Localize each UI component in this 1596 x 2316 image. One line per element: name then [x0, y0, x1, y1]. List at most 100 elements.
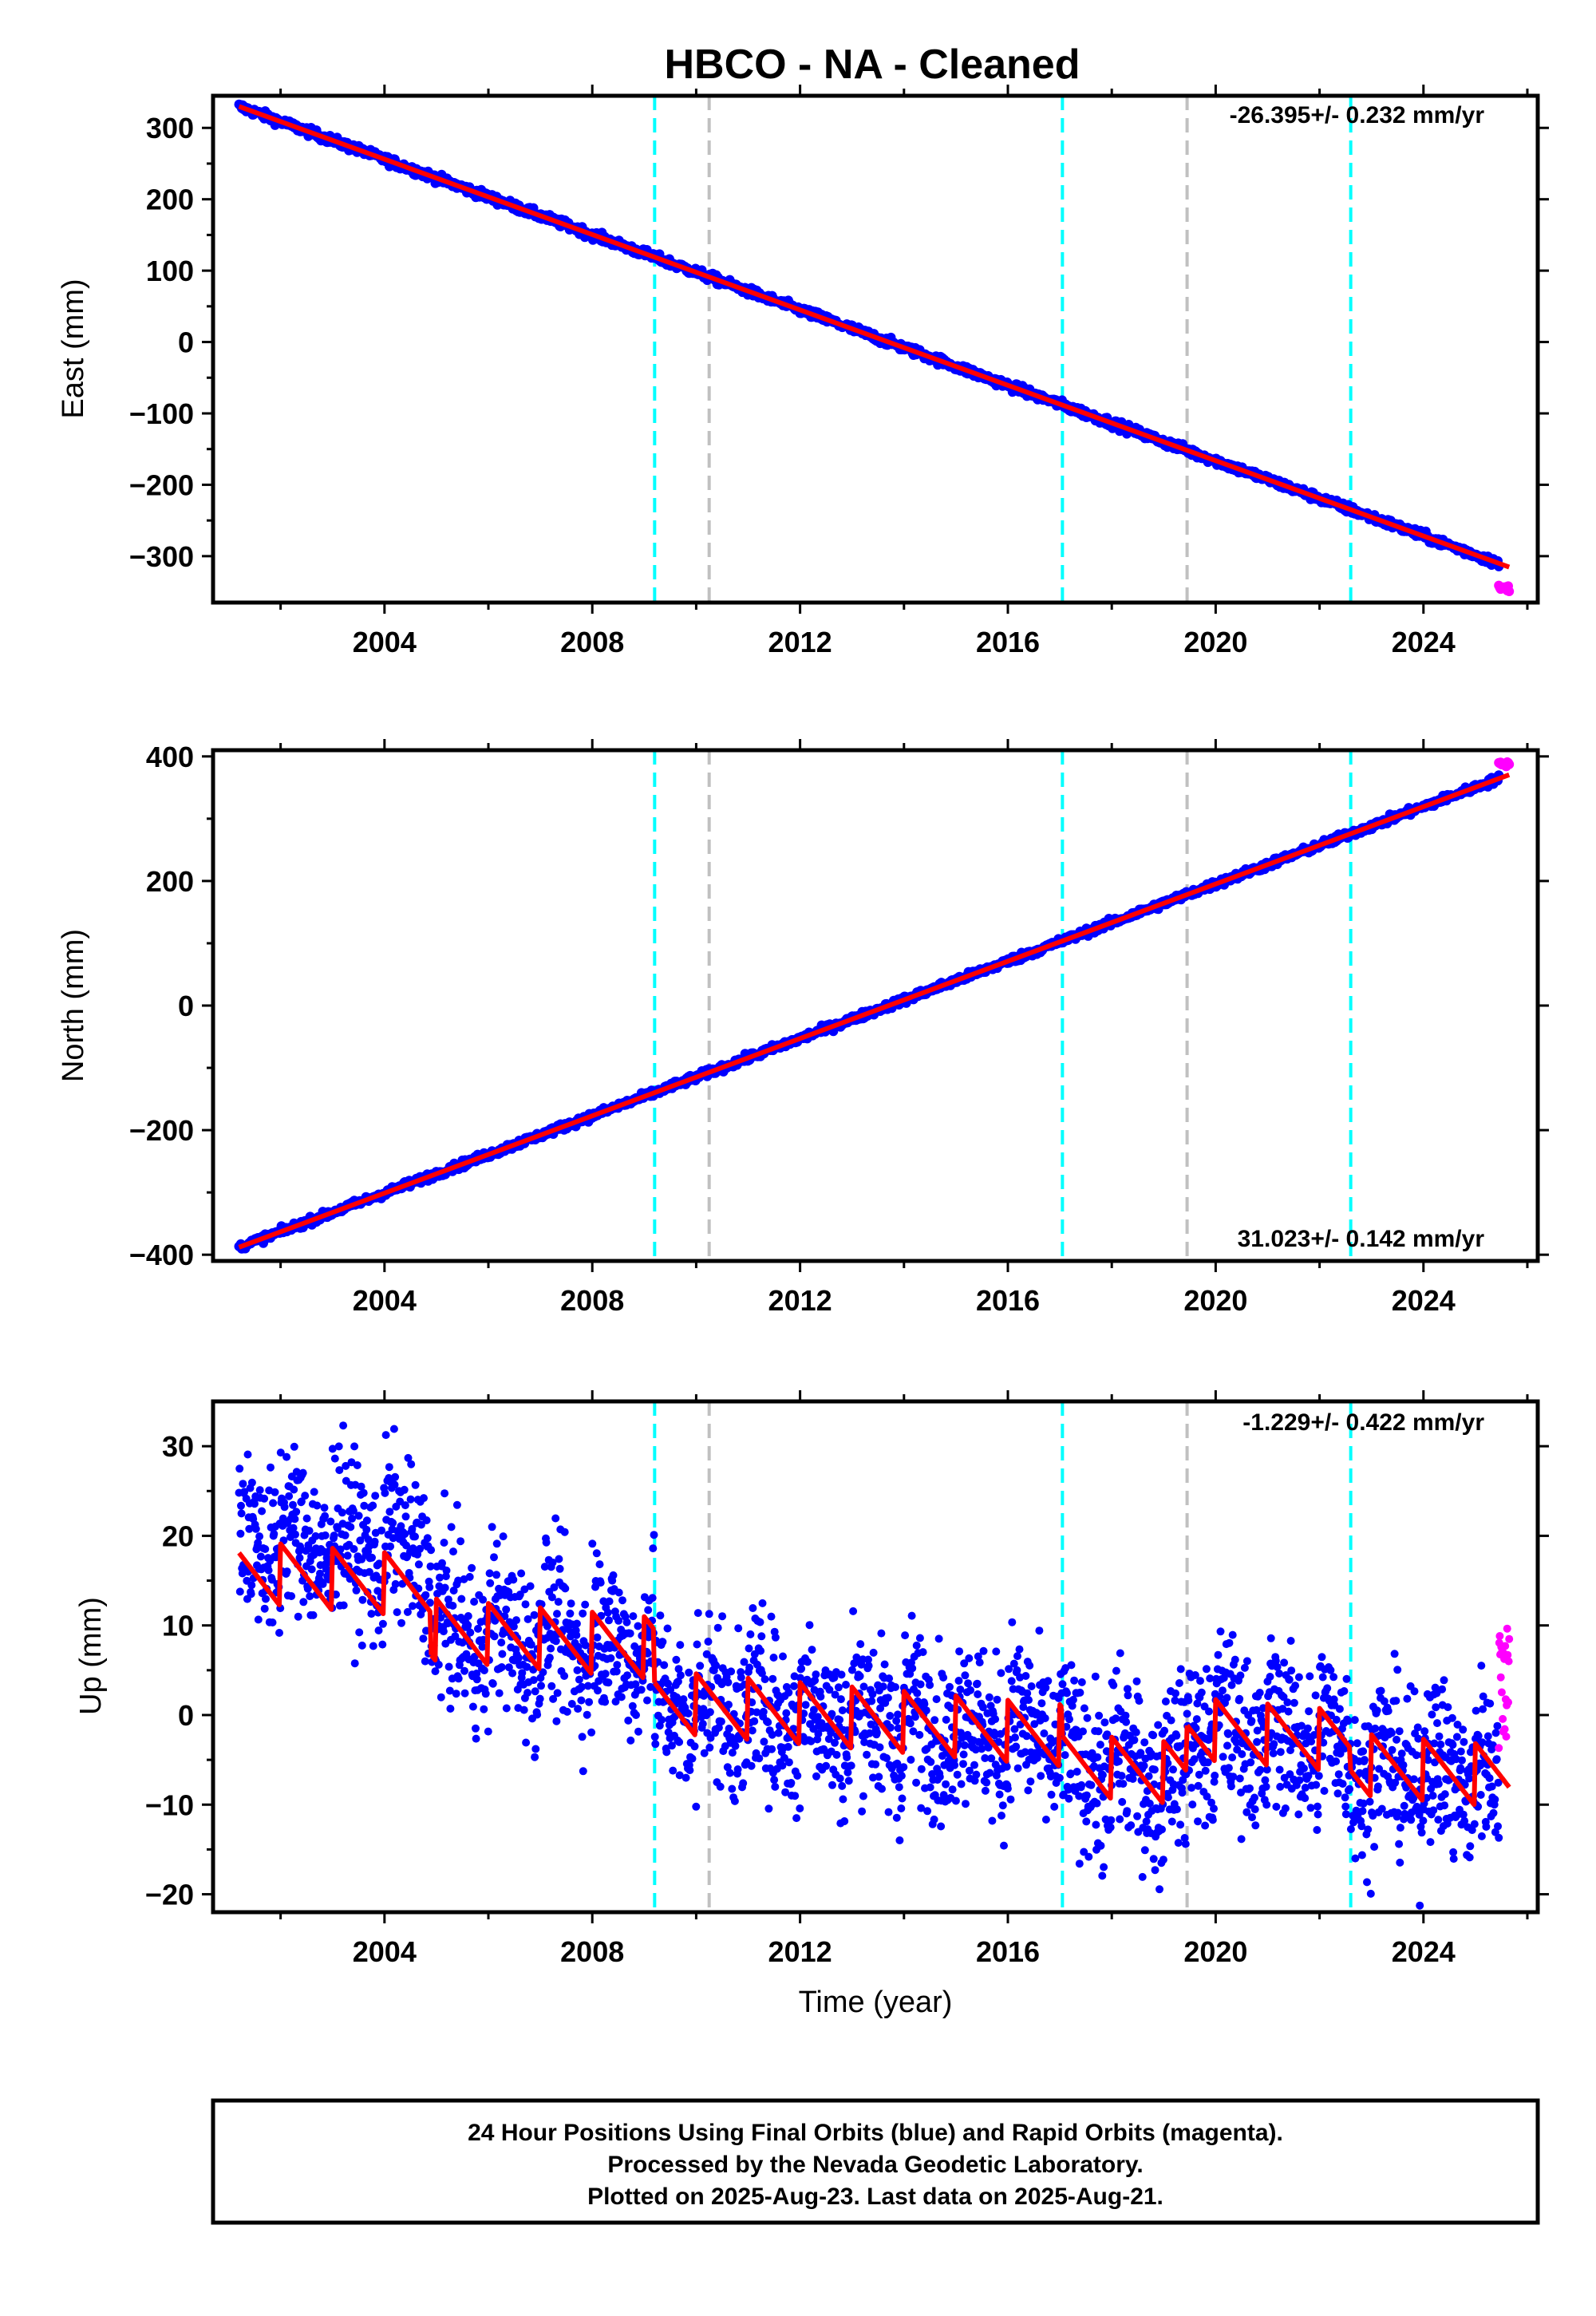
up-final-orbit-point [1169, 1765, 1177, 1774]
up-final-orbit-point [1084, 1852, 1093, 1861]
east-x-tick-label: 2004 [353, 626, 417, 658]
up-final-orbit-point [239, 1480, 247, 1488]
up-final-orbit-point [1201, 1821, 1210, 1830]
up-final-orbit-point [385, 1463, 393, 1472]
up-final-orbit-point [578, 1733, 587, 1741]
up-final-orbit-point [957, 1780, 966, 1788]
up-final-orbit-point [1106, 1823, 1115, 1832]
up-final-orbit-point [270, 1530, 279, 1538]
up-final-orbit-point [926, 1757, 935, 1766]
up-final-orbit-point [917, 1765, 926, 1773]
up-final-orbit-point [391, 1472, 400, 1481]
up-final-orbit-point [294, 1612, 302, 1621]
up-final-orbit-point [756, 1618, 764, 1626]
up-final-orbit-point [447, 1523, 456, 1531]
up-final-orbit-point [262, 1595, 270, 1603]
up-final-orbit-point [730, 1796, 739, 1805]
up-final-orbit-point [913, 1689, 922, 1697]
up-final-orbit-point [515, 1654, 523, 1662]
up-final-orbit-point [530, 1611, 539, 1619]
up-final-orbit-point [1183, 1709, 1191, 1718]
up-final-orbit-point [237, 1509, 246, 1518]
up-final-orbit-point [243, 1450, 252, 1459]
up-final-orbit-point [626, 1736, 635, 1745]
up-final-orbit-point [628, 1701, 637, 1710]
up-final-orbit-point [1067, 1661, 1076, 1670]
up-final-orbit-point [381, 1431, 390, 1440]
up-final-orbit-point [368, 1553, 376, 1562]
up-final-orbit-point [1130, 1736, 1139, 1745]
up-final-orbit-point [804, 1658, 812, 1666]
up-final-orbit-point [836, 1774, 844, 1783]
up-final-orbit-point [972, 1770, 981, 1779]
up-final-orbit-point [1100, 1718, 1109, 1727]
up-final-orbit-point [930, 1716, 939, 1725]
up-final-orbit-point [355, 1628, 364, 1637]
up-final-orbit-point [1202, 1665, 1211, 1674]
up-final-orbit-point [946, 1682, 954, 1691]
up-final-orbit-point [1041, 1816, 1050, 1824]
up-final-orbit-point [685, 1668, 693, 1677]
up-final-orbit-point [648, 1594, 657, 1603]
up-final-orbit-point [370, 1537, 379, 1546]
up-final-orbit-point [454, 1674, 463, 1683]
up-final-orbit-point [605, 1597, 614, 1606]
up-final-orbit-point [656, 1611, 665, 1620]
east-rapid-orbit-point [1504, 587, 1515, 596]
up-final-orbit-point [1012, 1742, 1021, 1751]
up-final-orbit-point [964, 1679, 973, 1688]
up-final-orbit-point [488, 1523, 496, 1531]
up-final-orbit-point [930, 1815, 938, 1824]
up-final-orbit-point [712, 1662, 721, 1670]
up-final-orbit-point [1172, 1731, 1181, 1740]
up-final-orbit-point [1149, 1855, 1158, 1863]
up-final-orbit-point [1127, 1821, 1136, 1830]
up-final-orbit-point [563, 1707, 571, 1716]
up-final-orbit-point [995, 1790, 1004, 1799]
north-fit-line [238, 773, 1511, 1250]
north-y-axis-label: North (mm) [57, 929, 90, 1082]
up-final-orbit-point [613, 1661, 622, 1670]
up-final-orbit-point [875, 1743, 884, 1752]
up-final-orbit-point [1214, 1650, 1223, 1659]
up-final-orbit-point [1176, 1665, 1185, 1674]
up-final-orbit-point [1080, 1704, 1088, 1713]
up-final-orbit-point [617, 1693, 626, 1701]
up-final-orbit-point [309, 1611, 318, 1619]
up-final-orbit-point [1174, 1839, 1183, 1848]
up-final-orbit-point [626, 1629, 634, 1638]
up-final-orbit-point [386, 1542, 395, 1551]
up-final-orbit-point [481, 1690, 490, 1698]
up-final-orbit-point [254, 1615, 263, 1624]
up-final-orbit-point [790, 1682, 798, 1690]
north-rate-label: 31.023+/- 0.142 mm/yr [1238, 1226, 1485, 1252]
up-final-orbit-point [727, 1667, 736, 1676]
up-final-orbit-point [792, 1814, 801, 1823]
up-final-orbit-point [912, 1778, 921, 1787]
up-final-orbit-point [1069, 1695, 1077, 1704]
up-final-orbit-point [290, 1442, 298, 1451]
up-final-orbit-point [381, 1488, 389, 1497]
up-final-orbit-point [260, 1494, 269, 1503]
up-final-orbit-point [468, 1563, 476, 1572]
up-points-layer [235, 1421, 1514, 1910]
up-final-orbit-point [268, 1618, 277, 1626]
up-final-orbit-point [906, 1719, 915, 1728]
up-final-orbit-point [614, 1616, 623, 1625]
up-final-orbit-point [485, 1569, 494, 1578]
east-fit-line [238, 104, 1511, 570]
up-final-orbit-point [290, 1515, 299, 1524]
up-final-orbit-point [784, 1758, 793, 1767]
up-final-orbit-point [479, 1595, 488, 1604]
north-x-tick-label: 2004 [353, 1284, 417, 1317]
up-final-orbit-point [880, 1660, 889, 1669]
up-final-orbit-point [988, 1816, 997, 1825]
up-final-orbit-point [998, 1812, 1005, 1820]
up-final-orbit-point [542, 1538, 551, 1547]
up-final-orbit-point [346, 1523, 355, 1531]
up-final-orbit-point [1092, 1799, 1101, 1808]
up-final-orbit-point [844, 1777, 853, 1785]
up-final-orbit-point [1135, 1697, 1144, 1705]
up-final-orbit-point [1096, 1841, 1105, 1850]
